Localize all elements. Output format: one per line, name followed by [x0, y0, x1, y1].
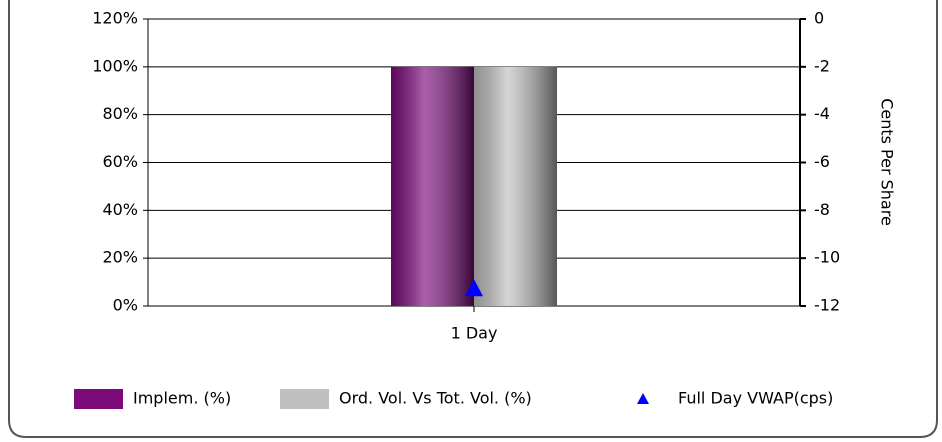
x-tick-label: 1 Day: [451, 324, 498, 343]
y-tick-label: 120%: [92, 9, 138, 28]
y2-tick-label: -2: [814, 56, 830, 75]
y-tick-label: 60%: [102, 152, 138, 171]
legend-label: Ord. Vol. Vs Tot. Vol. (%): [339, 389, 532, 408]
bar-shade: [391, 66, 474, 306]
frame: [8, 0, 938, 438]
y2-tick-label: -12: [814, 296, 840, 315]
bar-shade: [474, 66, 557, 306]
y2-axis-title: Cents Per Share: [878, 98, 897, 226]
y2-tick-label: -4: [814, 104, 830, 123]
legend-marker: [637, 393, 649, 404]
marker: [465, 279, 483, 297]
y-tick-label: 20%: [102, 248, 138, 267]
legend-swatch: [280, 389, 329, 409]
y-tick-label: 80%: [102, 104, 138, 123]
y2-tick-label: -8: [814, 200, 830, 219]
legend-label: Full Day VWAP(cps): [678, 389, 833, 408]
y2-tick-label: -10: [814, 248, 840, 267]
legend-label: Implem. (%): [133, 389, 231, 408]
y-tick-label: 0%: [113, 296, 138, 315]
y2-tick-label: -6: [814, 152, 830, 171]
y2-tick-label: 0: [814, 9, 824, 28]
y-tick-label: 40%: [102, 200, 138, 219]
y-tick-label: 100%: [92, 56, 138, 75]
legend-swatch: [74, 389, 123, 409]
